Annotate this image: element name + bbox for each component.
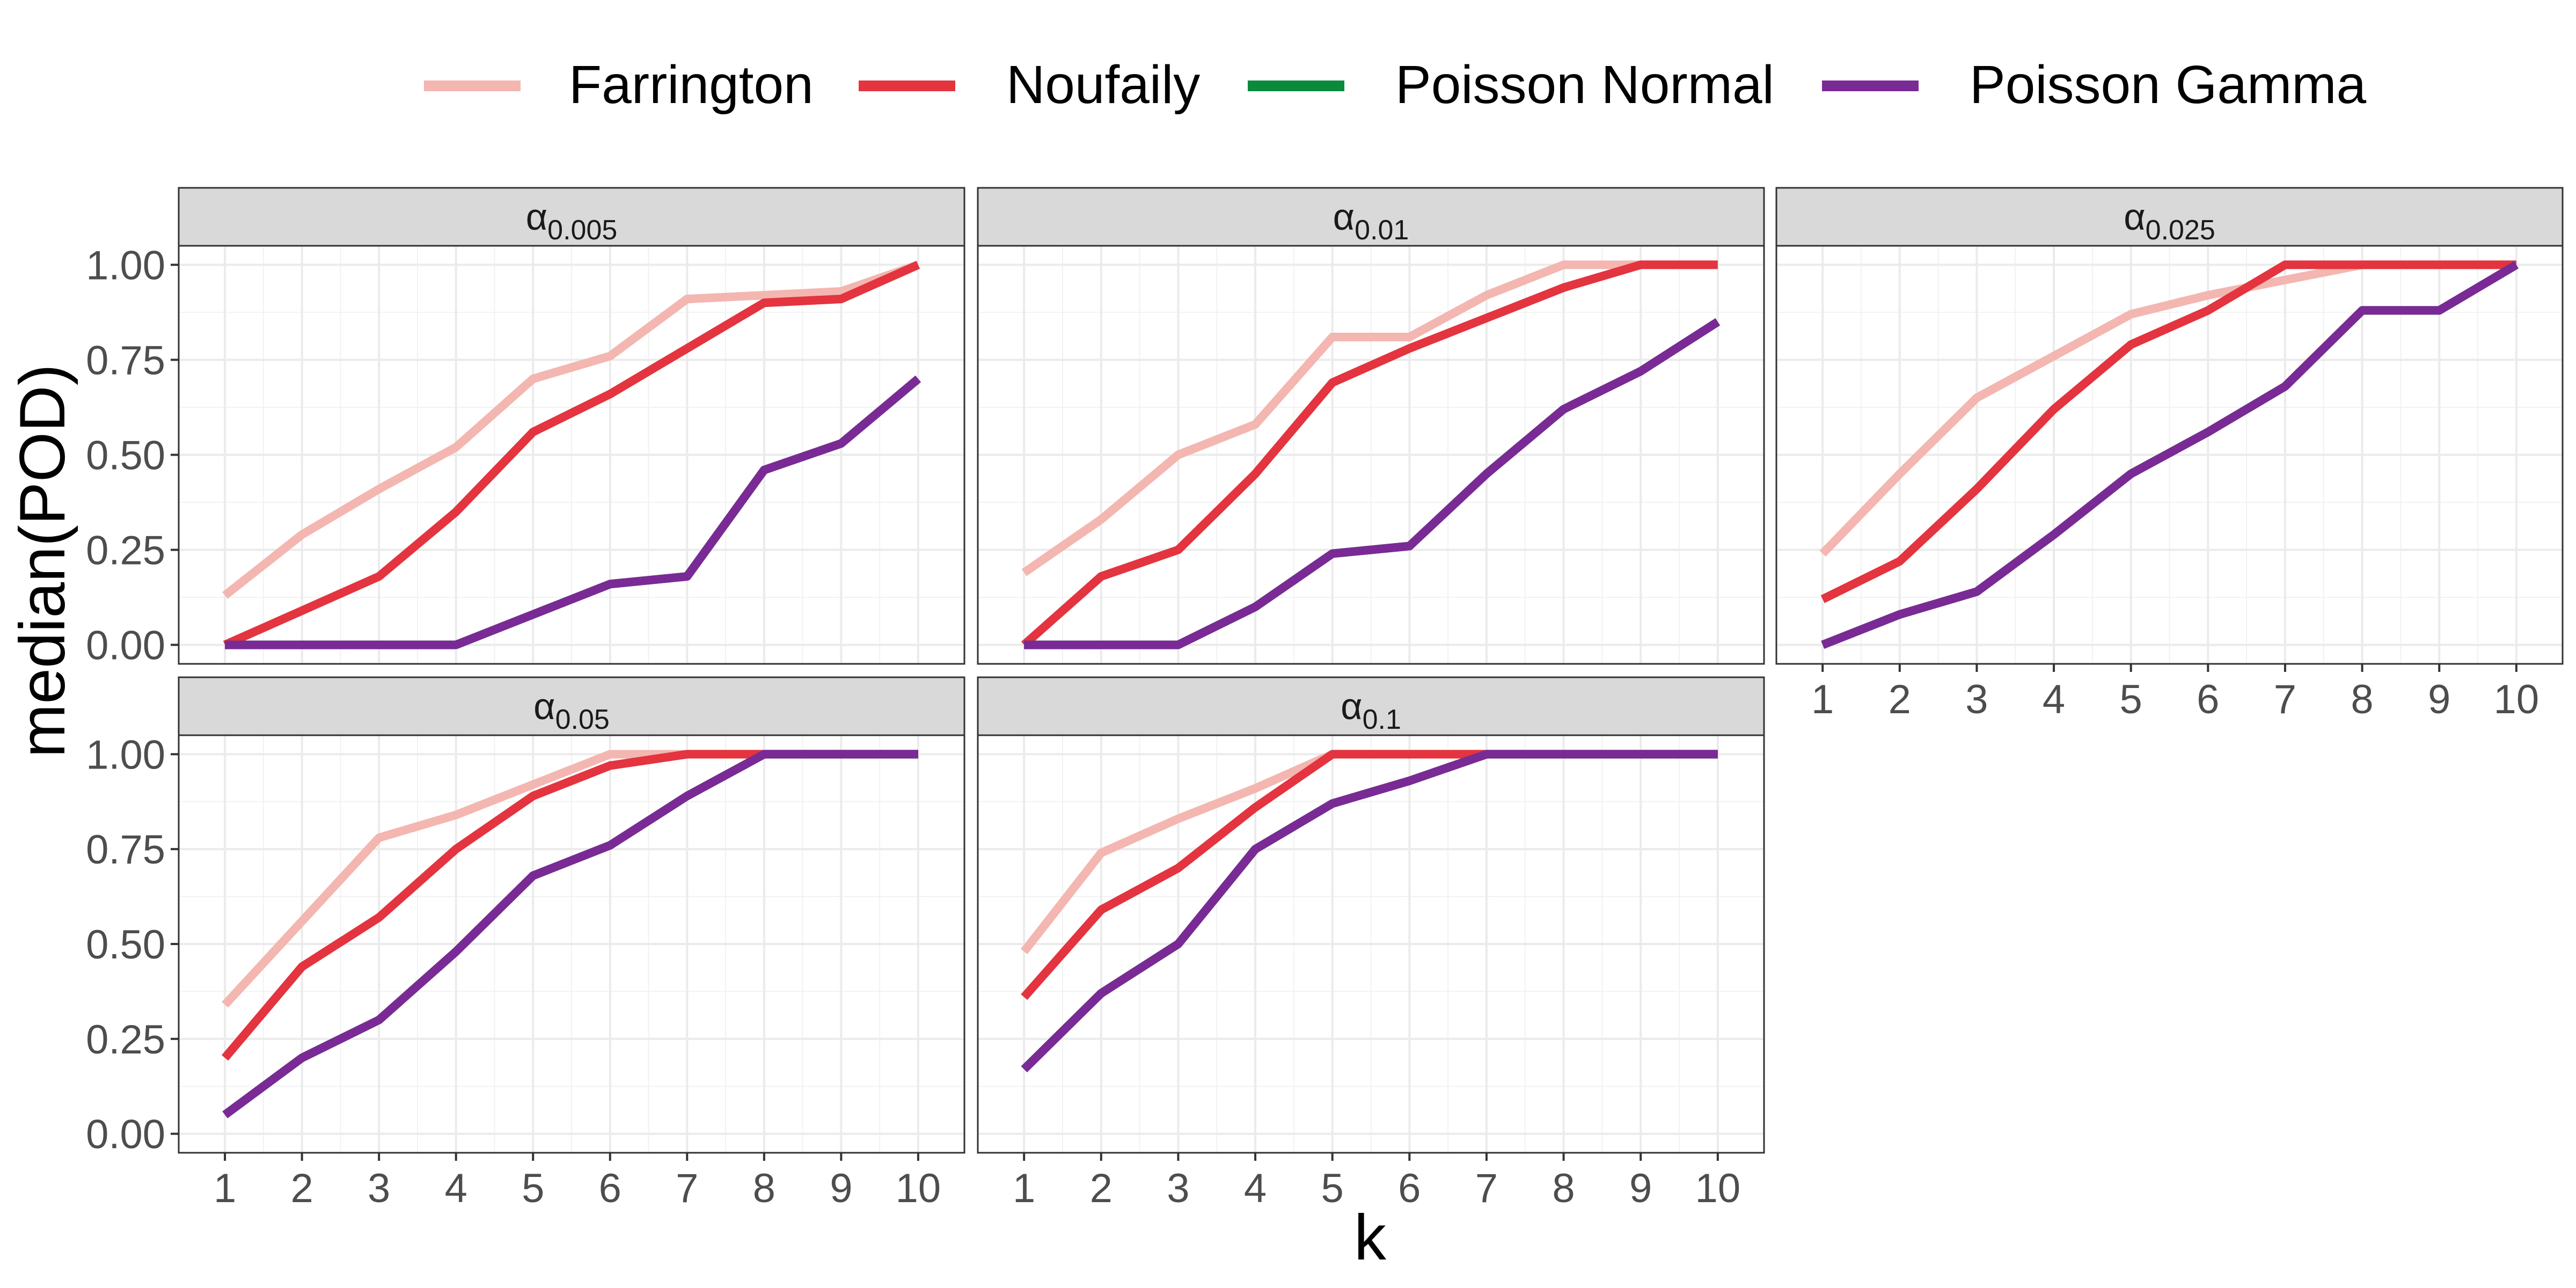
- legend-item: Poisson Gamma: [1822, 55, 2367, 115]
- x-tick-label: 6: [599, 1166, 621, 1211]
- series-line: [225, 375, 921, 649]
- facet-strip-title: α0.005: [526, 196, 618, 246]
- x-tick-label: 10: [896, 1166, 941, 1211]
- x-tick-label: 10: [2494, 677, 2540, 722]
- facet-strip: [977, 676, 1765, 736]
- facet-strip: [178, 676, 965, 736]
- facet-strip: [1775, 187, 2564, 247]
- x-tick-label: 1: [1811, 677, 1834, 722]
- legend-item: Noufaily: [859, 55, 1200, 115]
- series-line: [1021, 750, 1718, 1073]
- series-line: [222, 260, 920, 599]
- y-tick-label: 0.75: [86, 338, 165, 383]
- facet-panel: α0.1 1 2 3 4 5 6 7 8 9 10: [977, 676, 1765, 1211]
- x-tick-label: 4: [1244, 1166, 1267, 1211]
- x-tick-label: 3: [1965, 677, 1988, 722]
- x-tick-label: 6: [2197, 677, 2219, 722]
- facet-strip-title: α0.05: [533, 685, 610, 735]
- x-tick-label: 2: [1090, 1166, 1113, 1211]
- legend-label: Poisson Gamma: [1970, 55, 2367, 115]
- x-tick-label: 8: [2351, 677, 2373, 722]
- x-tick-label: 2: [1889, 677, 1911, 722]
- y-tick-label: 0.25: [86, 528, 165, 574]
- series-line: [1820, 260, 2516, 603]
- legend-item: Poisson Normal: [1248, 55, 1774, 115]
- y-tick-label: 0.50: [86, 433, 165, 479]
- series-line: [1024, 318, 1721, 649]
- x-tick-label: 7: [2274, 677, 2296, 722]
- x-tick-label: 5: [1321, 1166, 1344, 1211]
- x-tick-label: 4: [2043, 677, 2065, 722]
- facet-strip-title: α0.1: [1341, 685, 1401, 735]
- series-line: [1821, 261, 2519, 649]
- x-tick-label: 8: [1552, 1166, 1575, 1211]
- y-axis-label: median(POD): [6, 364, 78, 758]
- x-tick-label: 4: [445, 1166, 467, 1211]
- x-tick-label: 10: [1695, 1166, 1741, 1211]
- legend-label: Poisson Normal: [1395, 55, 1774, 115]
- gridlines: [179, 735, 964, 1153]
- x-tick-label: 9: [830, 1166, 852, 1211]
- x-axis-label: k: [1354, 1202, 1387, 1274]
- x-tick-label: 1: [214, 1166, 236, 1211]
- series-line: [223, 261, 920, 649]
- y-tick-label: 0.00: [86, 1112, 165, 1158]
- panel-border: [977, 734, 1765, 1154]
- facet-strip: [178, 187, 965, 247]
- legend-label: Farrington: [569, 55, 814, 115]
- x-tick-label: 5: [2120, 677, 2142, 722]
- y-tick-label: 1.00: [86, 732, 165, 778]
- x-tick-label: 9: [1629, 1166, 1652, 1211]
- panel-border: [1775, 245, 2564, 665]
- y-tick-label: 0.50: [86, 922, 165, 968]
- series-line: [222, 750, 918, 1118]
- y-tick-label: 1.00: [86, 243, 165, 288]
- x-tick-label: 8: [753, 1166, 775, 1211]
- x-tick-label: 7: [1475, 1166, 1498, 1211]
- panel-border: [977, 245, 1765, 665]
- facet-strip-title: α0.025: [2124, 196, 2215, 246]
- x-tick-label: 2: [291, 1166, 313, 1211]
- legend-label: Noufaily: [1006, 55, 1200, 115]
- x-tick-label: 6: [1398, 1166, 1421, 1211]
- y-tick-label: 0.75: [86, 827, 165, 873]
- legend: Farrington Noufaily Poisson Normal Poisson …: [424, 55, 2367, 115]
- x-tick-label: 3: [368, 1166, 390, 1211]
- facet-panel: α0.005 0.00 0.25 0.50 0.75 1.00: [86, 187, 965, 669]
- facet-panel: α0.01: [977, 187, 1765, 665]
- facet-panel: α0.025 1 2 3 4 5 6 7 8 9 10: [1775, 187, 2564, 722]
- facet-strip: [977, 187, 1765, 247]
- facet-panel: α0.05 0.00 0.25 0.50 0.75 1.00 1 2 3 4 5 6 7 8 9 10: [86, 676, 965, 1211]
- facet-panels: α0.005 0.00 0.25 0.50 0.75 1.00 α0.01 α0.025 1 2 3…: [86, 187, 2564, 1211]
- x-tick-label: 1: [1013, 1166, 1035, 1211]
- y-tick-label: 0.00: [86, 623, 165, 669]
- legend-item: Farrington: [424, 55, 814, 115]
- x-tick-label: 7: [676, 1166, 698, 1211]
- gridlines: [179, 246, 964, 664]
- x-tick-label: 3: [1167, 1166, 1189, 1211]
- series-line: [1021, 260, 1718, 648]
- x-tick-label: 9: [2428, 677, 2450, 722]
- x-tick-label: 5: [522, 1166, 544, 1211]
- y-tick-label: 0.25: [86, 1017, 165, 1063]
- facet-strip-title: α0.01: [1333, 196, 1409, 246]
- series-line: [1021, 260, 1718, 576]
